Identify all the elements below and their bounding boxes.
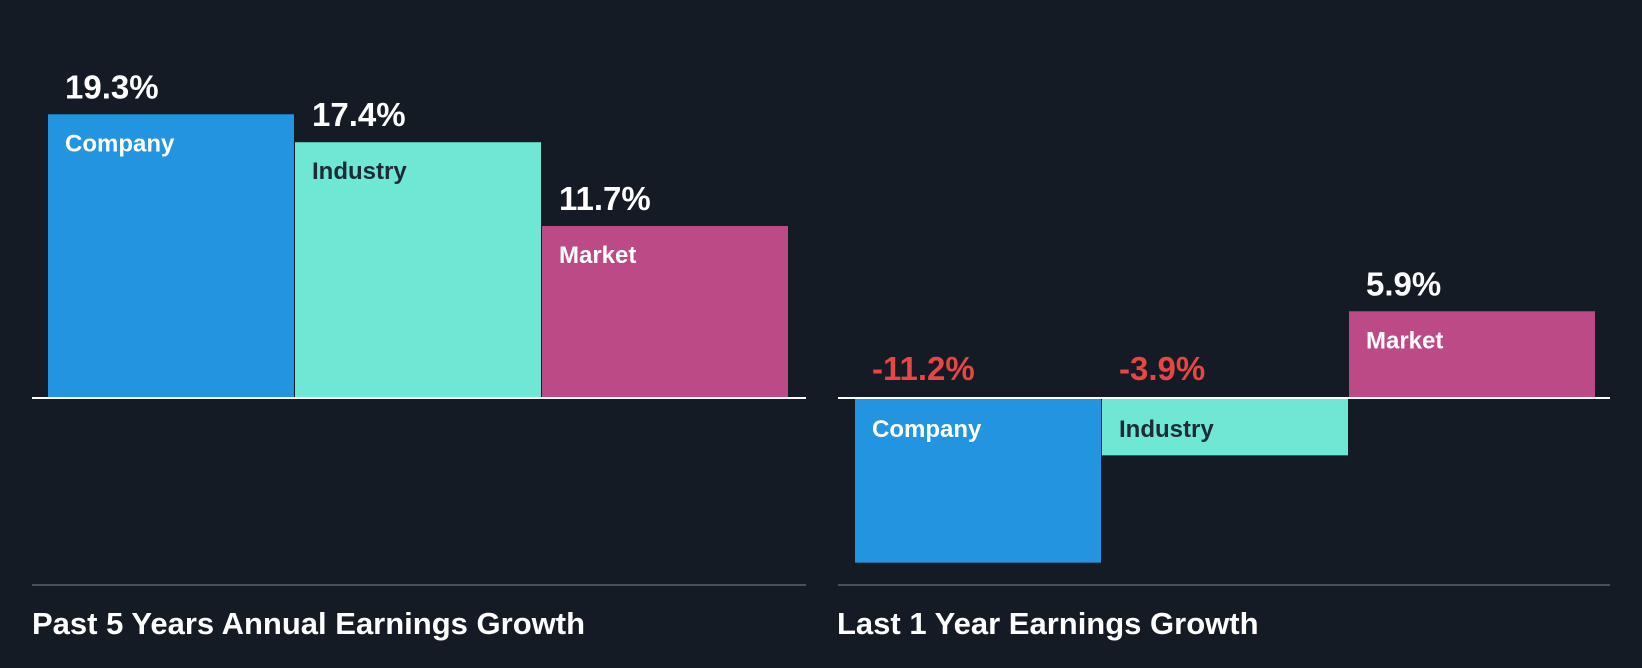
last-1-year-market-category-label: Market xyxy=(1366,327,1443,354)
last-1-year-industry-value-label: -3.9% xyxy=(1119,350,1205,387)
past-5-years-market-category-label: Market xyxy=(559,242,636,269)
last-1-year-industry-category-label: Industry xyxy=(1119,416,1214,443)
past-5-years-industry-value-label: 17.4% xyxy=(312,96,406,133)
past-5-years-company-bar xyxy=(48,114,294,398)
past-5-years-company-value-label: 19.3% xyxy=(65,68,159,105)
last-1-year-industry-bar xyxy=(1102,398,1348,456)
last-1-year-market-bar xyxy=(1349,311,1595,398)
past-5-years-industry-bar xyxy=(295,142,541,398)
last-1-year-company-bar xyxy=(855,398,1101,563)
last-1-year-market-value-label: 5.9% xyxy=(1366,265,1441,302)
last-1-year-company-value-label: -11.2% xyxy=(872,350,975,387)
past-5-years-panel: Company 19.3% Industry 17.4% Market 11.7% xyxy=(32,68,806,586)
last-1-year-company-category-label: Company xyxy=(872,416,982,443)
past-5-years-company-category-label: Company xyxy=(65,130,175,157)
past-5-years-title: Past 5 Years Annual Earnings Growth xyxy=(32,606,586,641)
past-5-years-industry-category-label: Industry xyxy=(312,158,407,185)
past-5-years-market-bar xyxy=(542,226,788,398)
last-1-year-panel: Company -11.2% Industry -3.9% Market 5.9% xyxy=(838,265,1610,586)
past-5-years-market-value-label: 11.7% xyxy=(559,180,651,217)
last-1-year-title: Last 1 Year Earnings Growth xyxy=(837,606,1259,641)
